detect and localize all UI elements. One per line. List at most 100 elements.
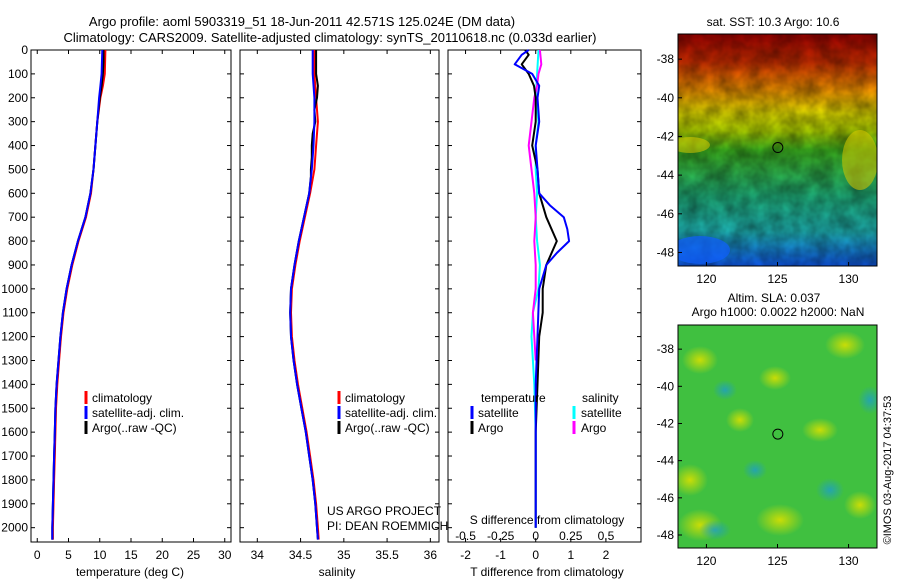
map-y-tick-label: -40 (657, 379, 675, 393)
s-difference-tick-label: 0 (532, 529, 539, 543)
x-tick-label: 25 (187, 548, 201, 562)
depth-tick-label: 300 (8, 115, 28, 129)
legend-t-satellite-label: satellite (478, 406, 519, 420)
map-y-tick-label: -46 (657, 207, 675, 221)
legend-satellite-label: satellite-adj. clim. (345, 406, 437, 420)
depth-tick-label: 2000 (1, 521, 28, 535)
depth-tick-label: 500 (8, 162, 28, 176)
map-y-tick-label: -38 (657, 52, 675, 66)
x-tick-label: 35 (337, 548, 351, 562)
sla-map-image (678, 325, 877, 548)
x-tick-label: 10 (93, 548, 107, 562)
map-y-tick-label: -44 (657, 168, 675, 182)
s-difference-tick-label: 0.5 (598, 529, 615, 543)
depth-tick-label: 900 (8, 258, 28, 272)
map-x-tick-label: 125 (767, 554, 787, 568)
x-tick-label: 0 (532, 548, 539, 562)
map-x-tick-label: 125 (767, 272, 787, 286)
s-difference-tick-label: 0.25 (559, 529, 583, 543)
x-tick-label: 34.5 (289, 548, 313, 562)
project-name: US ARGO PROJECT (327, 504, 442, 518)
depth-tick-label: 600 (8, 186, 28, 200)
x-tick-label: -1 (495, 548, 506, 562)
header-line-1: Argo profile: aoml 5903319_51 18-Jun-201… (89, 14, 515, 29)
s-difference-tick-label: -0.5 (455, 529, 476, 543)
map-x-tick-label: 120 (696, 272, 716, 286)
legend-s-satellite-label: satellite (581, 406, 622, 420)
temperature-satellite-line (51, 49, 104, 540)
depth-tick-label: 700 (8, 210, 28, 224)
t-difference-x-axis: -2 -1 0 1 2 (460, 50, 610, 562)
legend-t-argo-label: Argo (478, 421, 504, 435)
sst-map-title: sat. SST: 10.3 Argo: 10.6 (707, 15, 840, 29)
depth-tick-label: 1500 (1, 401, 28, 415)
depth-tick-label: 200 (8, 91, 28, 105)
temperature-legend: climatology satellite-adj. clim. Argo(..… (84, 391, 184, 435)
sla-map-axes: 120 125 130 -38 -40 -42 -44 -46 -48 (657, 342, 859, 568)
s-difference-xlabel: S difference from climatology (470, 513, 625, 527)
salinity-x-axis: 34 34.5 35 35.5 36 (251, 50, 438, 562)
map-y-tick-label: -44 (657, 454, 675, 468)
sst-argo-location-marker (772, 142, 784, 154)
sst-map-image (678, 34, 877, 266)
salinity-xlabel: salinity (319, 565, 356, 579)
depth-tick-label: 1100 (2, 306, 28, 320)
depth-tick-label: 1600 (1, 425, 28, 439)
map-y-tick-label: -42 (657, 416, 675, 430)
legend-climatology-label: climatology (92, 391, 152, 405)
difference-lines (513, 49, 571, 528)
x-tick-label: 2 (603, 548, 610, 562)
sla-argo-location-marker (772, 428, 784, 440)
s-difference-x-axis: -0.5 -0.25 0 0.25 0.5 (455, 529, 614, 543)
depth-tick-label: 800 (8, 234, 28, 248)
sst-map-axes: 120 125 130 -38 -40 -42 -44 -46 -48 (657, 52, 859, 286)
map-x-tick-label: 130 (839, 554, 859, 568)
salinity-legend: climatology satellite-adj. clim. Argo(..… (337, 391, 437, 435)
sla-map-title-1: Altim. SLA: 0.037 (728, 291, 821, 305)
depth-tick-label: 1400 (1, 377, 28, 391)
x-tick-label: -2 (460, 548, 471, 562)
map-x-tick-label: 120 (696, 554, 716, 568)
x-tick-label: 35.5 (375, 548, 399, 562)
t-diff-satellite-line (513, 49, 571, 528)
legend-s-argo-label: Argo (581, 421, 607, 435)
project-pi: PI: DEAN ROEMMICH (327, 519, 448, 533)
legend-argo-label: Argo(..raw -QC) (92, 421, 177, 435)
legend-argo-label: Argo(..raw -QC) (345, 421, 430, 435)
depth-tick-label: 1200 (1, 330, 28, 344)
temperature-panel-frame (30, 49, 232, 543)
map-y-tick-label: -48 (657, 528, 675, 542)
difference-panel-frame (447, 49, 642, 543)
s-difference-tick-label: -0.25 (487, 529, 515, 543)
temperature-lines (51, 49, 107, 540)
legend-salinity-title: salinity (582, 391, 619, 405)
map-y-tick-label: -38 (657, 342, 675, 356)
x-tick-label: 5 (65, 548, 72, 562)
imos-credit: ©IMOS 03-Aug-2017 04:37:53 (882, 396, 894, 545)
x-tick-label: 15 (124, 548, 138, 562)
map-y-tick-label: -42 (657, 129, 675, 143)
x-tick-label: 20 (156, 548, 170, 562)
depth-tick-label: 1700 (1, 449, 28, 463)
depth-tick-label: 1800 (1, 473, 28, 487)
legend-temperature-title: temperature (481, 391, 546, 405)
temperature-argo-line (51, 50, 105, 540)
temperature-x-axis: 0 5 10 15 20 25 30 (34, 50, 232, 562)
legend-satellite-label: satellite-adj. clim. (92, 406, 184, 420)
depth-tick-label: 1900 (1, 497, 28, 511)
temperature-xlabel: temperature (deg C) (76, 565, 184, 579)
depth-tick-label: 1300 (1, 353, 28, 367)
x-tick-label: 1 (567, 548, 574, 562)
x-tick-label: 0 (34, 548, 41, 562)
difference-legend: temperature salinity satellite Argo sate… (470, 391, 622, 435)
sla-map-title-2: Argo h1000: 0.0022 h2000: NaN (692, 305, 865, 319)
depth-axis: 0 100 200 300 400 500 600 700 800 900 1000 1100 1200… (1, 43, 641, 535)
x-tick-label: 34 (251, 548, 265, 562)
salinity-panel-frame (239, 49, 440, 543)
depth-tick-label: 0 (21, 43, 28, 57)
x-tick-label: 36 (424, 548, 438, 562)
x-tick-label: 30 (218, 548, 232, 562)
map-y-tick-label: -46 (657, 491, 675, 505)
t-diff-argo-line (520, 49, 558, 528)
